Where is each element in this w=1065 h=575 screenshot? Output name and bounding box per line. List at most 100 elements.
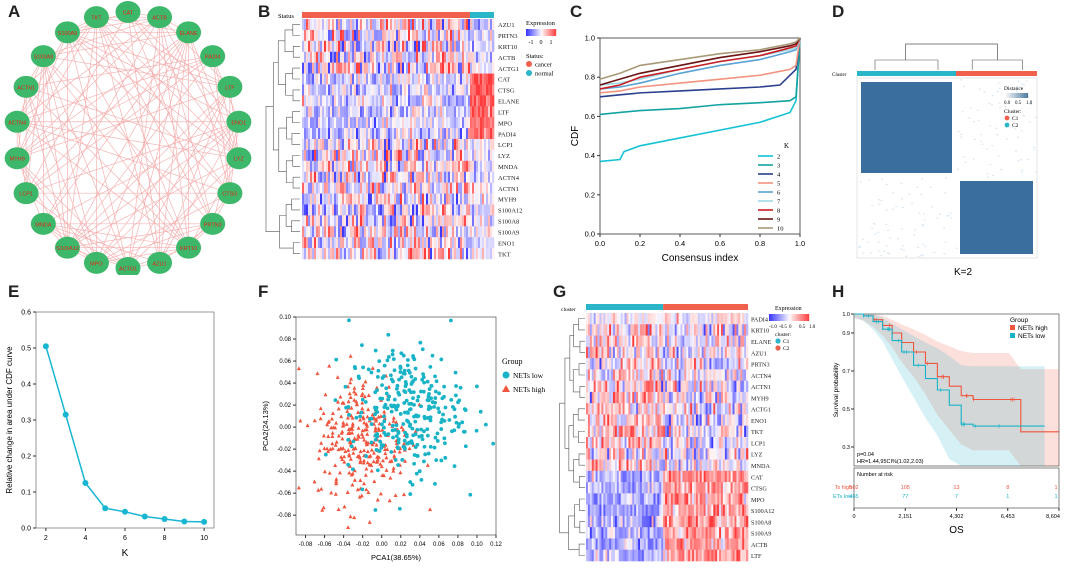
scatter-point-nets-low xyxy=(360,397,365,402)
heatmap-cell xyxy=(488,139,491,151)
heatmap-cell xyxy=(394,204,397,216)
heatmap-cell xyxy=(354,95,357,107)
heatmap-cell xyxy=(611,346,614,359)
heatmap-cell xyxy=(468,73,471,85)
heatmap-cell xyxy=(597,527,600,539)
scatter-point-nets-low xyxy=(422,429,426,434)
heatmap-cell xyxy=(670,313,674,325)
heatmap-cell xyxy=(655,493,658,505)
heatmap-cell xyxy=(649,470,652,483)
scatter-point-nets-low xyxy=(474,428,479,433)
heatmap-cell xyxy=(454,149,457,162)
heatmap-cell xyxy=(703,380,706,393)
heatmap-cell xyxy=(460,73,463,85)
heatmap-cell xyxy=(726,470,730,483)
heatmap-cell xyxy=(738,448,741,460)
heatmap-cell xyxy=(721,470,724,483)
heatmap-cell xyxy=(649,324,652,336)
heatmap-cell xyxy=(388,95,391,107)
heatmap-cell xyxy=(480,182,483,194)
matrix-cell xyxy=(878,203,881,205)
heatmap-cell xyxy=(492,160,495,173)
matrix-cell xyxy=(970,107,973,109)
heatmap-cell xyxy=(638,324,641,336)
heatmap-cell xyxy=(630,391,633,404)
heatmap-cell xyxy=(690,459,693,472)
heatmap-cell xyxy=(649,425,652,438)
scatter-point-nets-high xyxy=(355,487,360,492)
heatmap-cell xyxy=(682,448,685,460)
heatmap-cell xyxy=(628,380,631,393)
heatmap-cell xyxy=(462,19,465,31)
heatmap-cell xyxy=(454,19,457,31)
heatmap-cell xyxy=(492,182,495,194)
heatmap-cell xyxy=(412,73,415,85)
heatmap-cell xyxy=(438,193,441,205)
matrix-cell xyxy=(985,148,988,150)
heatmap-cell xyxy=(667,527,670,539)
heatmap-cell xyxy=(609,313,612,325)
scatter-point-nets-high xyxy=(348,440,353,445)
legend-gradient-step xyxy=(1010,93,1012,98)
heatmap-cell xyxy=(404,215,407,227)
heatmap-cell xyxy=(636,380,639,393)
scatter-point-nets-high xyxy=(352,386,357,390)
heatmap-cell xyxy=(398,215,401,227)
heatmap-cell xyxy=(418,29,421,42)
heatmap-cell xyxy=(346,128,349,140)
heatmap-cell xyxy=(589,403,593,415)
heatmap-cell xyxy=(715,527,718,539)
heatmap-cell xyxy=(358,139,361,151)
heatmap-cell xyxy=(620,425,623,438)
heatmap-cell xyxy=(418,84,421,96)
heatmap-cell xyxy=(676,448,679,460)
heatmap-cell xyxy=(432,193,435,205)
heatmap-cell xyxy=(726,324,730,336)
heatmap-cell xyxy=(626,369,629,381)
heatmap-cell xyxy=(694,358,697,370)
scatter-point-nets-high xyxy=(372,479,377,484)
heatmap-cell xyxy=(605,414,608,427)
heatmap-cell xyxy=(394,139,397,151)
heatmap-cell xyxy=(450,84,453,96)
heatmap-cell xyxy=(703,515,706,528)
heatmap-cell xyxy=(699,380,703,393)
heatmap-cell xyxy=(482,29,485,42)
heatmap-cell xyxy=(310,215,313,227)
heatmap-cell xyxy=(450,128,453,140)
x-tick-label: -0.06 xyxy=(318,542,332,548)
heatmap-cell xyxy=(340,204,343,216)
scatter-point-nets-low xyxy=(408,422,413,427)
heatmap-cell xyxy=(312,128,315,140)
heatmap-cell xyxy=(709,324,712,336)
heatmap-cell xyxy=(614,437,618,449)
heatmap-cell xyxy=(356,215,359,227)
heatmap-cell xyxy=(342,215,345,227)
heatmap-cell xyxy=(444,73,447,85)
heatmap-cell xyxy=(686,437,689,449)
heatmap-cell xyxy=(728,515,731,528)
heatmap-cell xyxy=(388,193,391,205)
heatmap-cell xyxy=(655,414,658,427)
heatmap-cell xyxy=(738,346,741,359)
heatmap-cell xyxy=(386,106,389,118)
heatmap-cell xyxy=(694,459,697,472)
heatmap-cell xyxy=(607,403,610,415)
heatmap-cell xyxy=(440,51,443,63)
scatter-point-nets-high xyxy=(393,493,398,498)
heatmap-cell xyxy=(466,95,469,107)
scatter-point-nets-high xyxy=(413,429,418,434)
heatmap-cell xyxy=(676,425,679,438)
heatmap-cell xyxy=(330,226,333,238)
matrix-cell xyxy=(871,227,874,230)
heatmap-cell xyxy=(672,437,676,449)
heatmap-cell xyxy=(653,324,656,336)
heatmap-cell xyxy=(488,128,491,140)
heatmap-cell xyxy=(388,149,391,162)
heatmap-cell xyxy=(486,237,489,249)
heatmap-cell xyxy=(344,193,347,205)
scatter-point-nets-high xyxy=(382,409,387,414)
matrix-cell xyxy=(960,133,963,136)
heatmap-cell xyxy=(334,128,337,140)
heatmap-cell xyxy=(430,106,433,118)
